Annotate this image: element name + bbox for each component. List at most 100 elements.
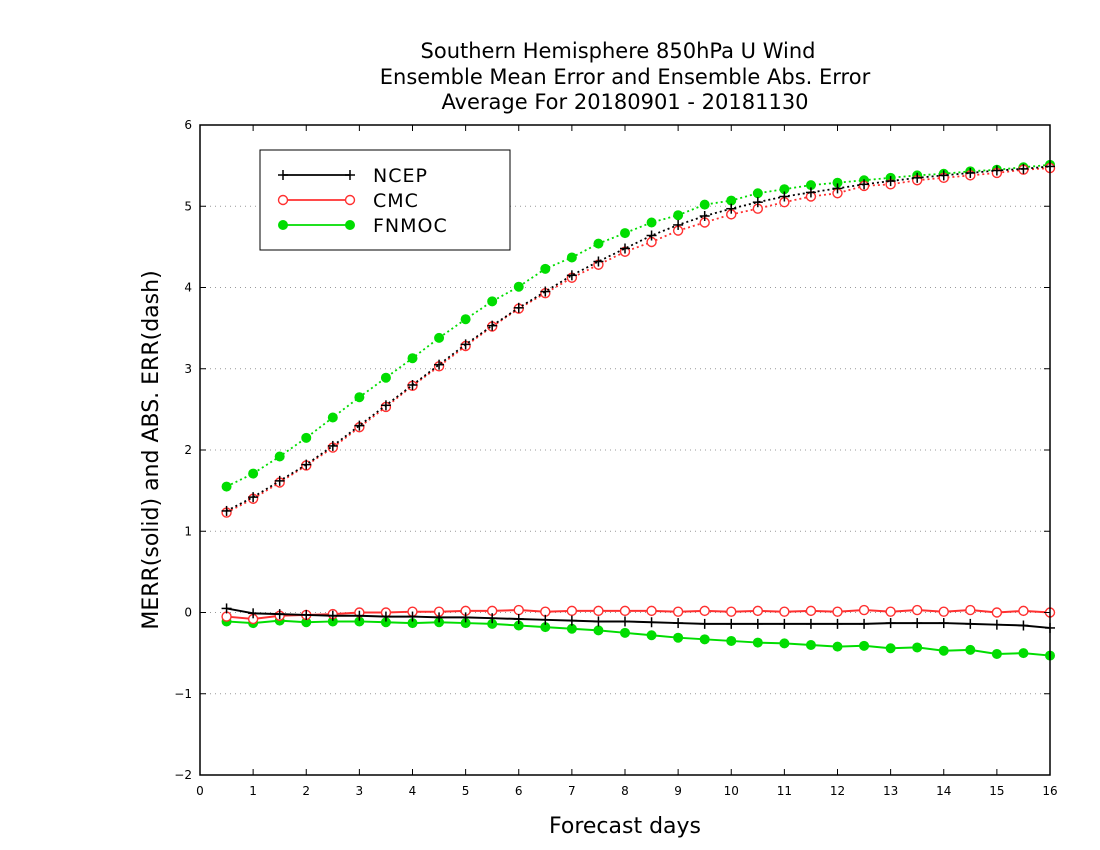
legend: NCEP CMC FNMOC <box>259 149 511 251</box>
title-line-3: Average For 20180901 - 20181130 <box>441 90 808 114</box>
legend-swatch-marker <box>345 170 355 180</box>
ncep-abs-error-point <box>885 176 896 187</box>
fnmoc-abs-error-point <box>407 353 418 364</box>
fnmoc-abs-error-point <box>487 296 498 307</box>
y-tick-label: 1 <box>184 524 192 538</box>
fnmoc-abs-error-point <box>301 432 312 443</box>
y-tick-label: 2 <box>184 443 192 457</box>
cmc-mean-error-point <box>619 605 631 617</box>
legend-entry-cmc: CMC <box>277 190 418 212</box>
fnmoc-abs-error-line <box>226 163 1051 488</box>
x-tick-label: 16 <box>1042 784 1057 798</box>
cmc-mean-error-point <box>752 605 764 617</box>
ncep-abs-error-point <box>566 270 577 281</box>
x-axis: 0 1 2 3 4 5 6 7 8 9 10 11 12 13 14 15 16 <box>196 125 1058 798</box>
x-tick-label: 3 <box>356 784 364 798</box>
y-tick-label: 3 <box>184 362 192 376</box>
ncep-abs-error-point <box>487 320 498 331</box>
fnmoc-mean-error-point <box>646 630 657 641</box>
x-tick-label: 5 <box>462 784 470 798</box>
ncep-abs-error-point <box>380 400 391 411</box>
legend-label: NCEP <box>373 165 428 187</box>
legend-label: FNMOC <box>373 215 448 237</box>
legend-entry-fnmoc: FNMOC <box>278 215 448 237</box>
legend-swatch-marker <box>278 220 288 230</box>
ncep-abs-error-point <box>301 459 312 470</box>
fnmoc-abs-error-point <box>699 199 710 210</box>
ncep-abs-error-point <box>248 492 259 503</box>
fnmoc-mean-error-point <box>779 638 790 649</box>
y-tick-label: 0 <box>184 606 192 620</box>
ncep-mean-error-point <box>832 618 843 629</box>
ncep-mean-error-point <box>593 616 604 627</box>
x-tick-label: 12 <box>830 784 845 798</box>
ncep-mean-error-point <box>460 612 471 623</box>
ncep-abs-error-point <box>938 170 949 181</box>
fnmoc-abs-error-point <box>673 210 684 221</box>
ncep-abs-error-point <box>699 211 710 221</box>
ncep-abs-error-point <box>912 172 923 183</box>
ncep-mean-error-point <box>885 618 896 629</box>
x-tick-label: 15 <box>989 784 1004 798</box>
ncep-abs-error-point <box>991 165 1002 176</box>
ncep-abs-error-point <box>805 187 816 198</box>
y-axis-label: MERR(solid) and ABS. ERR(dash) <box>139 270 164 629</box>
y-tick-label: 6 <box>184 118 192 132</box>
cmc-mean-error-point <box>911 604 923 616</box>
fnmoc-mean-error-point <box>752 637 763 648</box>
ncep-mean-error-point <box>434 612 445 623</box>
fnmoc-abs-error-point <box>460 314 471 325</box>
cmc-mean-error-line <box>226 609 1051 621</box>
ncep-mean-error-point <box>859 618 870 629</box>
ncep-mean-error-point <box>540 614 551 625</box>
ncep-mean-error-point <box>487 613 498 624</box>
fnmoc-mean-error-point <box>859 640 870 651</box>
y-tick-label: 5 <box>184 199 192 213</box>
ncep-mean-error-point <box>248 608 259 619</box>
cmc-mean-error-point <box>885 606 896 617</box>
ncep-mean-error-point <box>673 618 684 629</box>
fnmoc-abs-error-point <box>434 332 445 343</box>
ncep-mean-error-point <box>1018 620 1029 631</box>
fnmoc-mean-error-point <box>991 648 1002 659</box>
fnmoc-abs-error-point <box>221 481 232 492</box>
ncep-mean-error-point <box>274 609 285 620</box>
ncep-abs-error-point <box>407 380 418 390</box>
ncep-abs-error-point <box>726 203 737 214</box>
fnmoc-mean-error-line <box>226 619 1051 657</box>
ncep-mean-error-point <box>991 619 1002 630</box>
x-tick-label: 4 <box>409 784 417 798</box>
fnmoc-abs-error-point <box>646 217 657 228</box>
x-tick-label: 6 <box>515 784 523 798</box>
ncep-abs-error-point <box>859 179 870 190</box>
legend-entry-ncep: NCEP <box>278 165 428 187</box>
cmc-mean-error-point <box>672 606 684 617</box>
ncep-abs-error-point <box>593 256 604 267</box>
x-tick-label: 13 <box>883 784 898 798</box>
ncep-abs-error-point <box>274 475 285 486</box>
y-tick-label: −1 <box>174 687 192 701</box>
fnmoc-abs-error-point <box>513 281 524 292</box>
ncep-abs-error-point <box>832 183 843 194</box>
fnmoc-mean-error-point <box>726 635 737 646</box>
fnmoc-mean-error-point <box>1018 648 1029 659</box>
fnmoc-mean-error-point <box>832 641 843 652</box>
fnmoc-abs-error-point <box>274 451 285 462</box>
ncep-mean-error-point <box>752 618 763 629</box>
x-tick-label: 2 <box>302 784 310 798</box>
ncep-abs-error-point <box>620 243 630 254</box>
fnmoc-mean-error-point <box>938 645 949 656</box>
ncep-mean-error-point <box>513 614 524 624</box>
ncep-mean-error-point <box>726 618 737 629</box>
cmc-mean-error-point <box>646 605 657 617</box>
fnmoc-abs-error-point <box>540 263 551 274</box>
legend-swatch-marker <box>278 170 288 180</box>
fnmoc-abs-error-point <box>566 252 577 263</box>
x-tick-label: 10 <box>724 784 739 798</box>
fnmoc-abs-error-point <box>593 238 604 249</box>
cmc-mean-error-point <box>832 606 843 617</box>
ncep-mean-error-point <box>380 611 391 622</box>
ncep-abs-error-point <box>752 197 763 208</box>
ncep-mean-error-point <box>646 617 657 628</box>
